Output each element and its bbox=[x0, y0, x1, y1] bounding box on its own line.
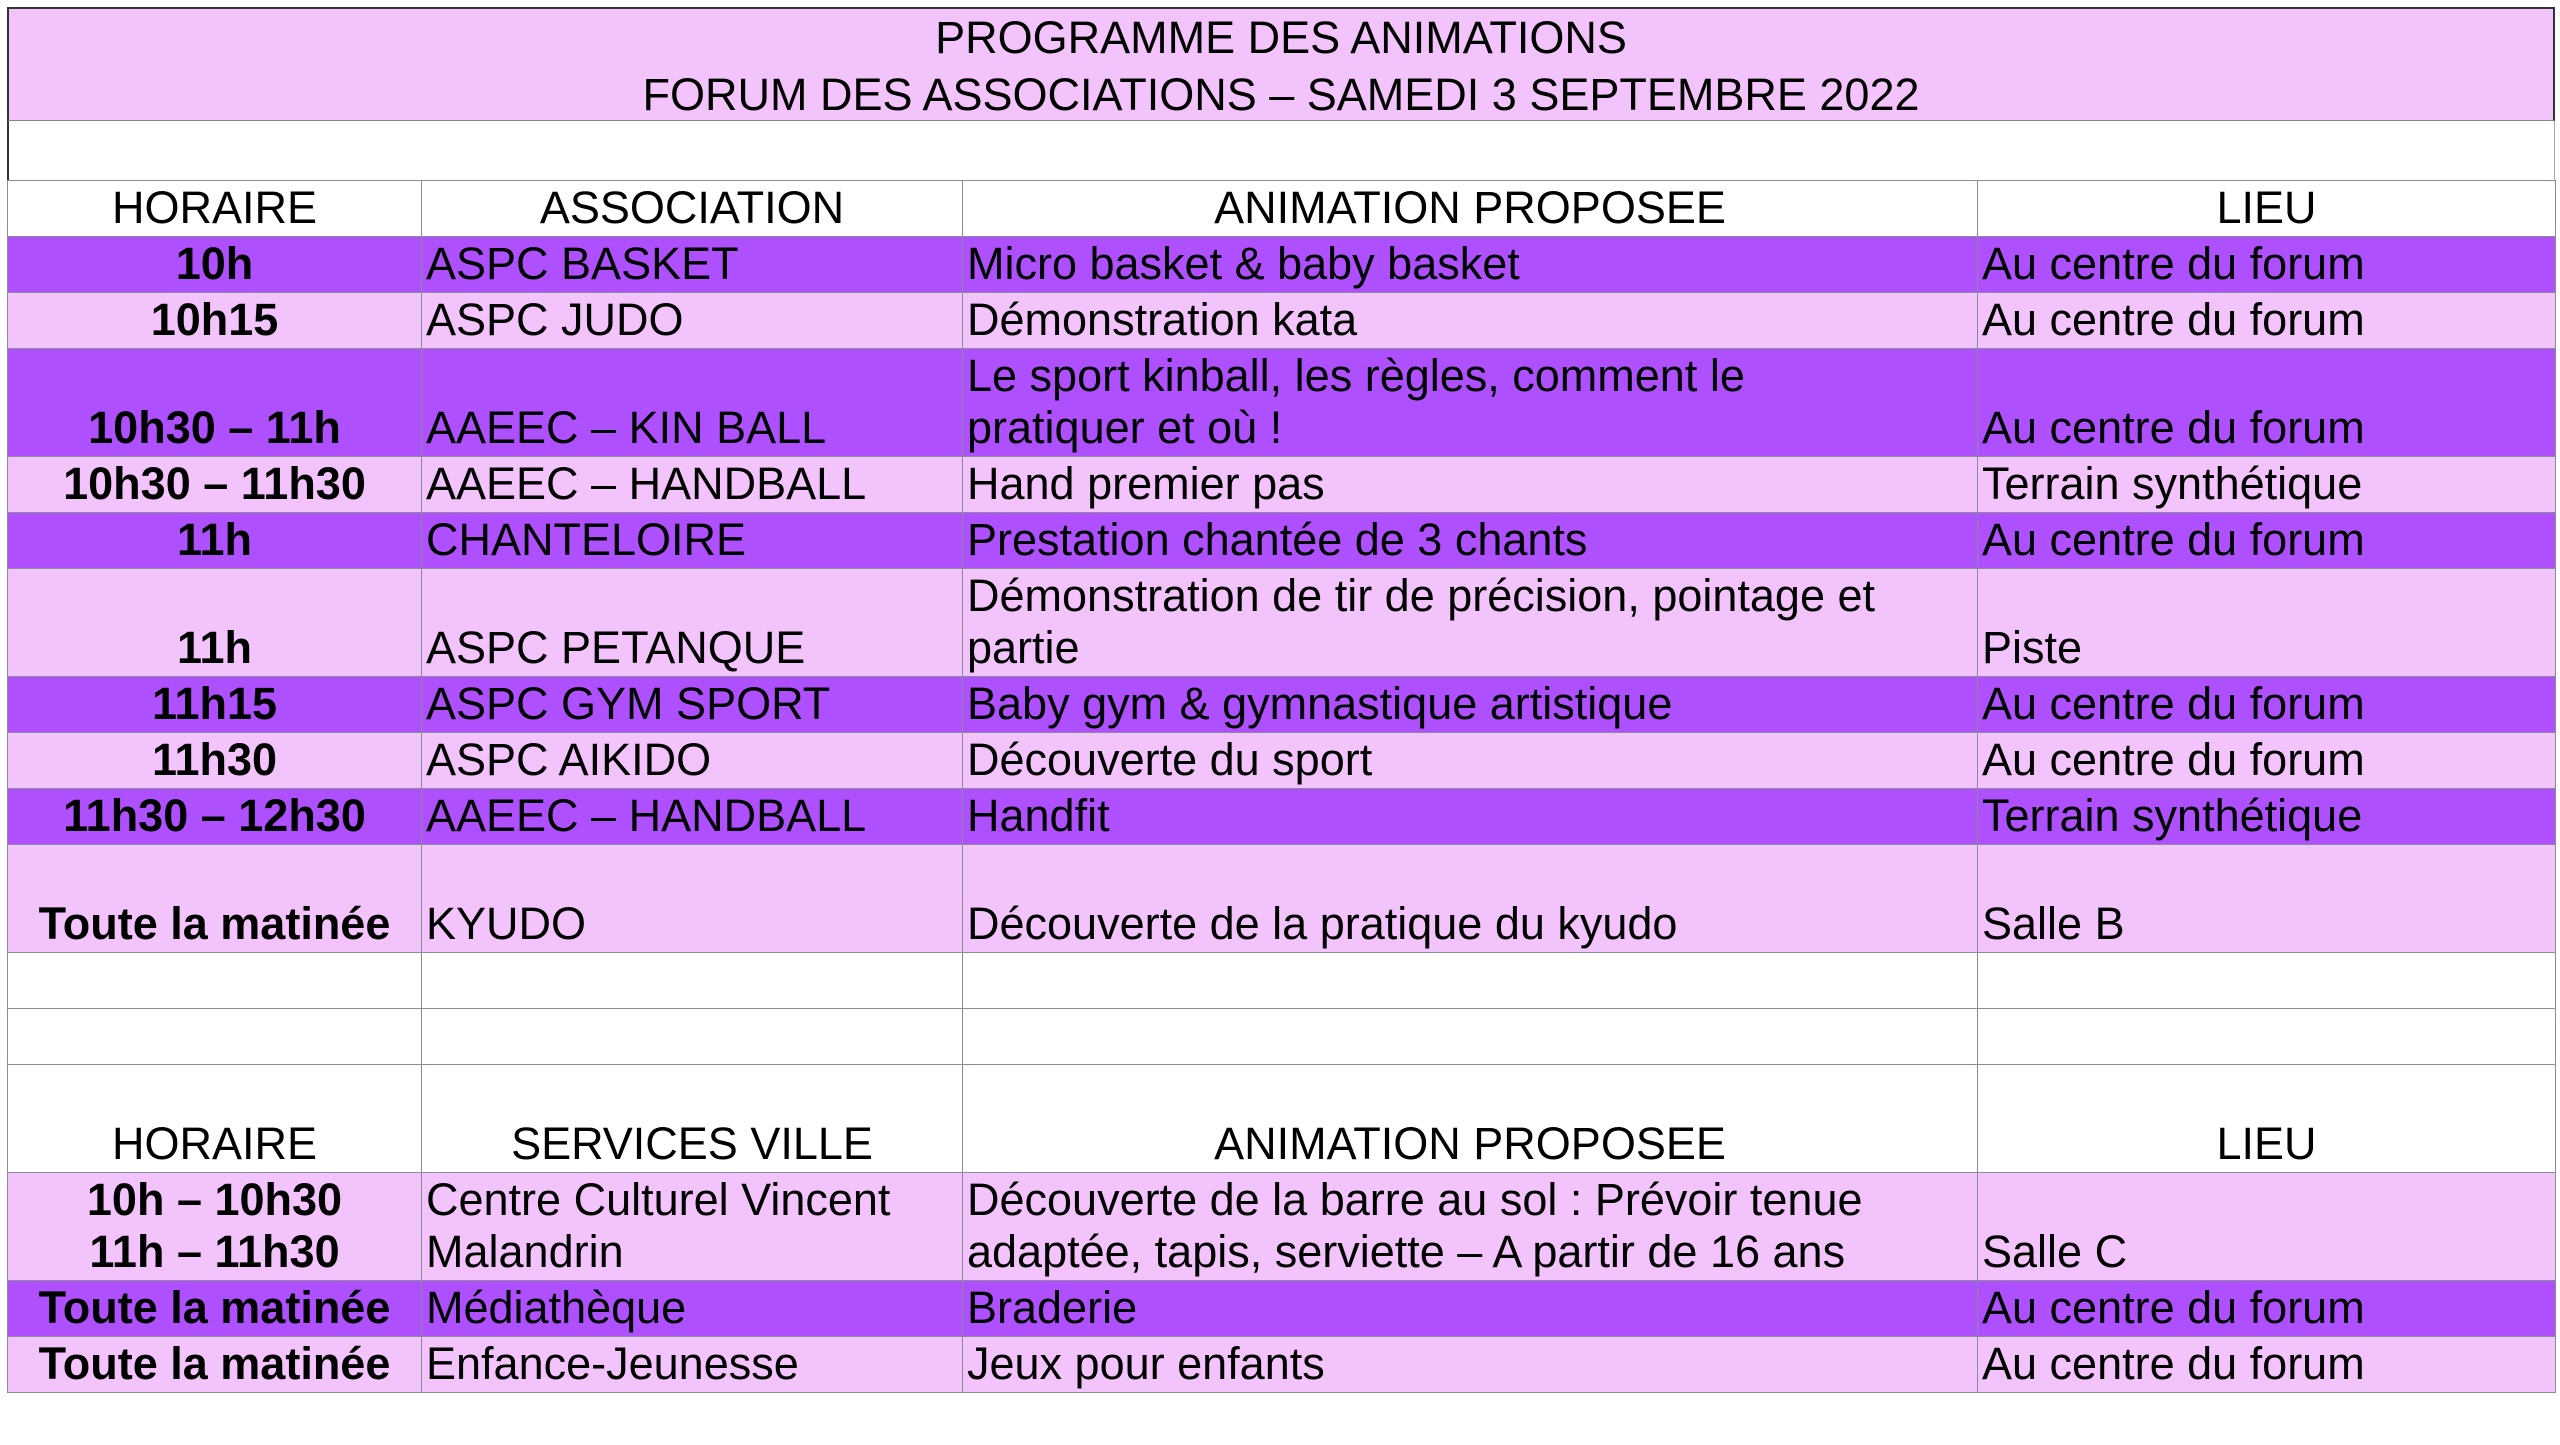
column-header: LIEU bbox=[1977, 180, 2556, 237]
location-cell: Au centre du forum bbox=[1977, 512, 2556, 569]
program-table: HORAIRE ASSOCIATION ANIMATION PROPOSEE LIEU… bbox=[7, 180, 2556, 1393]
column-header: HORAIRE bbox=[7, 1064, 422, 1173]
title-line-2: FORUM DES ASSOCIATIONS – SAMEDI 3 SEPTEM… bbox=[642, 69, 1920, 120]
table-row: 11h15 ASPC GYM SPORT Baby gym & gymnastiqu… bbox=[7, 676, 2556, 733]
name-cell: ASPC JUDO bbox=[421, 292, 963, 349]
table-row: 11h30 ASPC AIKIDO Découverte du sport Au ce… bbox=[7, 732, 2556, 789]
animation-cell: Le sport kinball, les règles, comment le… bbox=[962, 348, 1978, 457]
table-row: Toute la matinée Médiathèque Braderie Au ce… bbox=[7, 1280, 2556, 1337]
name-cell: AAEEC – KIN BALL bbox=[421, 348, 963, 457]
table-row: 11h30 – 12h30 AAEEC – HANDBALL Handfit Terr… bbox=[7, 788, 2556, 845]
location-cell: Salle C bbox=[1977, 1172, 2556, 1281]
table-row: Toute la matinée Enfance-Jeunesse Jeux pou… bbox=[7, 1336, 2556, 1393]
location-cell: Piste bbox=[1977, 568, 2556, 677]
services-header-row: HORAIRE SERVICES VILLE ANIMATION PROPOSEE L… bbox=[7, 1064, 2556, 1173]
empty-cell bbox=[962, 1008, 1978, 1065]
location-cell: Salle B bbox=[1977, 844, 2556, 953]
animation-cell: Découverte de la barre au sol : Prévoir … bbox=[962, 1172, 1978, 1281]
empty-row bbox=[7, 952, 2556, 1009]
name-cell: Enfance-Jeunesse bbox=[421, 1336, 963, 1393]
animation-cell: Handfit bbox=[962, 788, 1978, 845]
column-header: ANIMATION PROPOSEE bbox=[962, 1064, 1978, 1173]
empty-cell bbox=[7, 952, 422, 1009]
location-cell: Au centre du forum bbox=[1977, 732, 2556, 789]
location-cell: Au centre du forum bbox=[1977, 1280, 2556, 1337]
location-cell: Terrain synthétique bbox=[1977, 456, 2556, 513]
time-cell: 10h30 – 11h30 bbox=[7, 456, 422, 513]
location-cell: Au centre du forum bbox=[1977, 676, 2556, 733]
location-cell: Au centre du forum bbox=[1977, 292, 2556, 349]
location-cell: Terrain synthétique bbox=[1977, 788, 2556, 845]
time-cell: 11h bbox=[7, 568, 422, 677]
animation-cell: Micro basket & baby basket bbox=[962, 236, 1978, 293]
empty-cell bbox=[962, 952, 1978, 1009]
time-cell: 10h bbox=[7, 236, 422, 293]
animation-cell: Hand premier pas bbox=[962, 456, 1978, 513]
animation-cell: Baby gym & gymnastique artistique bbox=[962, 676, 1978, 733]
table-row: 11h ASPC PETANQUE Démonstration de tir de … bbox=[7, 568, 2556, 677]
title-block: PROGRAMME DES ANIMATIONS FORUM DES ASSOC… bbox=[7, 7, 2555, 121]
time-cell: 11h30 – 12h30 bbox=[7, 788, 422, 845]
location-cell: Au centre du forum bbox=[1977, 1336, 2556, 1393]
time-cell: Toute la matinée bbox=[7, 844, 422, 953]
time-cell: 10h – 10h30 11h – 11h30 bbox=[7, 1172, 422, 1281]
time-cell: 10h15 bbox=[7, 292, 422, 349]
animation-cell: Découverte de la pratique du kyudo bbox=[962, 844, 1978, 953]
table-row: 10h ASPC BASKET Micro basket & baby basket… bbox=[7, 236, 2556, 293]
animation-cell: Démonstration kata bbox=[962, 292, 1978, 349]
animation-cell: Démonstration de tir de précision, point… bbox=[962, 568, 1978, 677]
table-row: 10h30 – 11h30 AAEEC – HANDBALL Hand premie… bbox=[7, 456, 2556, 513]
column-header: SERVICES VILLE bbox=[421, 1064, 963, 1173]
empty-cell bbox=[7, 1008, 422, 1065]
animation-cell: Prestation chantée de 3 chants bbox=[962, 512, 1978, 569]
table-row: 10h – 10h30 11h – 11h30 Centre Culturel V… bbox=[7, 1172, 2556, 1281]
time-cell: Toute la matinée bbox=[7, 1336, 422, 1393]
name-cell: AAEEC – HANDBALL bbox=[421, 456, 963, 513]
location-cell: Au centre du forum bbox=[1977, 236, 2556, 293]
associations-header-row: HORAIRE ASSOCIATION ANIMATION PROPOSEE LIEU bbox=[7, 180, 2556, 237]
time-cell: 11h bbox=[7, 512, 422, 569]
animation-cell: Découverte du sport bbox=[962, 732, 1978, 789]
column-header: LIEU bbox=[1977, 1064, 2556, 1173]
name-cell: KYUDO bbox=[421, 844, 963, 953]
animation-cell: Jeux pour enfants bbox=[962, 1336, 1978, 1393]
column-header: HORAIRE bbox=[7, 180, 422, 237]
name-cell: CHANTELOIRE bbox=[421, 512, 963, 569]
table-row: 11h CHANTELOIRE Prestation chantée de 3 ch… bbox=[7, 512, 2556, 569]
table-row: 10h30 – 11h AAEEC – KIN BALL Le sport kinb… bbox=[7, 348, 2556, 457]
empty-row bbox=[7, 1008, 2556, 1065]
name-cell: AAEEC – HANDBALL bbox=[421, 788, 963, 845]
name-cell: ASPC GYM SPORT bbox=[421, 676, 963, 733]
time-cell: 10h30 – 11h bbox=[7, 348, 422, 457]
empty-cell bbox=[1977, 952, 2556, 1009]
empty-cell bbox=[421, 952, 963, 1009]
column-header: ANIMATION PROPOSEE bbox=[962, 180, 1978, 237]
empty-cell bbox=[421, 1008, 963, 1065]
time-cell: 11h15 bbox=[7, 676, 422, 733]
location-cell: Au centre du forum bbox=[1977, 348, 2556, 457]
animation-cell: Braderie bbox=[962, 1280, 1978, 1337]
name-cell: ASPC PETANQUE bbox=[421, 568, 963, 677]
table-row: Toute la matinée KYUDO Découverte de la pr… bbox=[7, 844, 2556, 953]
table-row: 10h15 ASPC JUDO Démonstration kata Au centr… bbox=[7, 292, 2556, 349]
name-cell: ASPC AIKIDO bbox=[421, 732, 963, 789]
name-cell: ASPC BASKET bbox=[421, 236, 963, 293]
empty-cell bbox=[1977, 1008, 2556, 1065]
blank-row bbox=[7, 121, 2555, 180]
time-cell: 11h30 bbox=[7, 732, 422, 789]
time-cell: Toute la matinée bbox=[7, 1280, 422, 1337]
title-line-1: PROGRAMME DES ANIMATIONS bbox=[935, 12, 1627, 63]
program-sheet: PROGRAMME DES ANIMATIONS FORUM DES ASSOC… bbox=[7, 7, 2556, 1393]
column-header: ASSOCIATION bbox=[421, 180, 963, 237]
name-cell: Centre Culturel Vincent Malandrin bbox=[421, 1172, 963, 1281]
name-cell: Médiathèque bbox=[421, 1280, 963, 1337]
